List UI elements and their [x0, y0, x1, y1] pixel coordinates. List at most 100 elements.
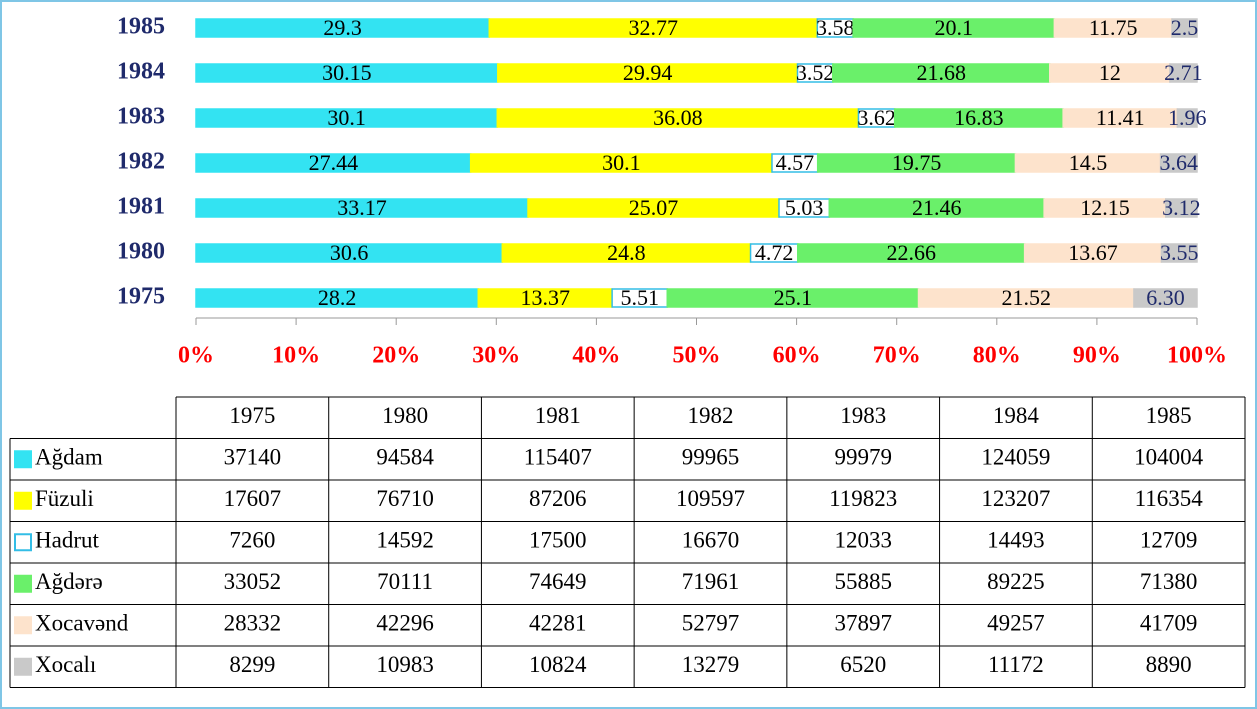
table-cell: 52797 [682, 611, 740, 636]
data-label: 3.12 [1162, 195, 1201, 220]
table-cell: 16670 [682, 528, 740, 553]
data-label: 21.68 [916, 60, 966, 85]
data-label: 12 [1099, 60, 1121, 85]
data-label: 3.58 [816, 15, 855, 40]
table-cell: 123207 [981, 486, 1050, 511]
bar-segment [1159, 153, 1198, 173]
table-cell: 10824 [529, 652, 587, 677]
table-cell: 17607 [224, 486, 282, 511]
table-cell: 87206 [529, 486, 587, 511]
table-cell: 94584 [376, 445, 434, 470]
table-cell: 89225 [987, 569, 1045, 594]
table-cell: 109597 [676, 486, 745, 511]
table-cell: 17500 [529, 528, 587, 553]
table-cell: 7260 [229, 528, 275, 553]
data-label: 4.72 [755, 240, 794, 265]
table-cell: 11172 [988, 652, 1044, 677]
table-cell: 71380 [1140, 569, 1198, 594]
table-cell: 42296 [376, 611, 434, 636]
table-cell: 55885 [834, 569, 892, 594]
x-tick-label: 10% [272, 343, 320, 369]
table-header: 1983 [840, 403, 886, 428]
data-label: 29.94 [623, 60, 673, 85]
data-label: 3.52 [796, 60, 835, 85]
bar-segment [1160, 243, 1198, 263]
data-label: 3.62 [857, 105, 896, 130]
bar-segment [1171, 18, 1198, 38]
table-header: 1981 [535, 403, 581, 428]
data-label: 30.6 [330, 240, 369, 265]
data-label: 30.1 [602, 150, 641, 175]
data-label: 3.64 [1160, 150, 1199, 175]
y-tick-label: 1983 [117, 104, 165, 130]
data-label: 13.37 [520, 285, 570, 310]
data-label: 21.46 [912, 195, 962, 220]
table-cell: 12709 [1140, 528, 1198, 553]
table-cell: 37140 [224, 445, 282, 470]
x-tick-label: 40% [572, 343, 620, 369]
bar-segment [1169, 63, 1198, 83]
table-cell: 71961 [682, 569, 740, 594]
data-label: 11.75 [1089, 15, 1138, 40]
table-cell: 33052 [224, 569, 282, 594]
legend-swatch [14, 450, 32, 469]
table-cell: 14592 [376, 528, 434, 553]
table-cell: 74649 [529, 569, 587, 594]
table-cell: 8890 [1146, 652, 1192, 677]
table-cell: 104004 [1134, 445, 1204, 470]
table-header: 1975 [229, 403, 275, 428]
legend-label: Füzuli [35, 486, 94, 511]
x-tick-label: 100% [1167, 343, 1227, 369]
table-cell: 124059 [981, 445, 1050, 470]
legend-swatch [14, 616, 32, 635]
table-cell: 13279 [682, 652, 740, 677]
data-label: 22.66 [886, 240, 936, 265]
bar-segment [1165, 198, 1198, 218]
x-tick-label: 50% [673, 343, 721, 369]
table-header: 1980 [382, 403, 428, 428]
table-cell: 99965 [682, 445, 740, 470]
data-label: 2.71 [1164, 60, 1203, 85]
table-cell: 12033 [834, 528, 892, 553]
data-label: 3.55 [1160, 240, 1199, 265]
data-label: 29.3 [323, 15, 362, 40]
data-label: 1.96 [1168, 105, 1207, 130]
table-cell: 76710 [376, 486, 434, 511]
legend-label: Ağdərə [35, 569, 103, 594]
data-label: 5.51 [620, 285, 659, 310]
data-label: 30.15 [322, 60, 372, 85]
data-label: 30.1 [327, 105, 366, 130]
data-label: 27.44 [309, 150, 359, 175]
legend-label: Ağdam [35, 445, 103, 470]
data-label: 36.08 [653, 105, 703, 130]
table-header: 1985 [1146, 403, 1192, 428]
data-label: 19.75 [892, 150, 942, 175]
table-header: 1984 [993, 403, 1040, 428]
data-label: 28.2 [318, 285, 357, 310]
table-cell: 28332 [224, 611, 282, 636]
legend-label: Xocavənd [35, 611, 129, 636]
table-cell: 116354 [1135, 486, 1204, 511]
table-cell: 115407 [524, 445, 592, 470]
legend-swatch [14, 533, 32, 552]
table-cell: 37897 [834, 611, 892, 636]
x-tick-label: 60% [773, 343, 821, 369]
data-label: 6.30 [1146, 285, 1185, 310]
data-label: 25.07 [629, 195, 679, 220]
y-tick-label: 1982 [117, 149, 165, 175]
table-header: 1982 [688, 403, 734, 428]
data-label: 2.5 [1171, 15, 1199, 40]
data-label: 16.83 [954, 105, 1004, 130]
table-cell: 8299 [229, 652, 275, 677]
y-tick-label: 1975 [117, 284, 165, 310]
bar-segment [1176, 108, 1198, 128]
data-label: 24.8 [607, 240, 646, 265]
x-tick-label: 80% [973, 343, 1021, 369]
x-tick-label: 0% [178, 343, 214, 369]
legend-label: Hadrut [35, 528, 99, 553]
data-label: 14.5 [1069, 150, 1108, 175]
table-cell: 119823 [829, 486, 897, 511]
data-label: 21.52 [1001, 285, 1051, 310]
